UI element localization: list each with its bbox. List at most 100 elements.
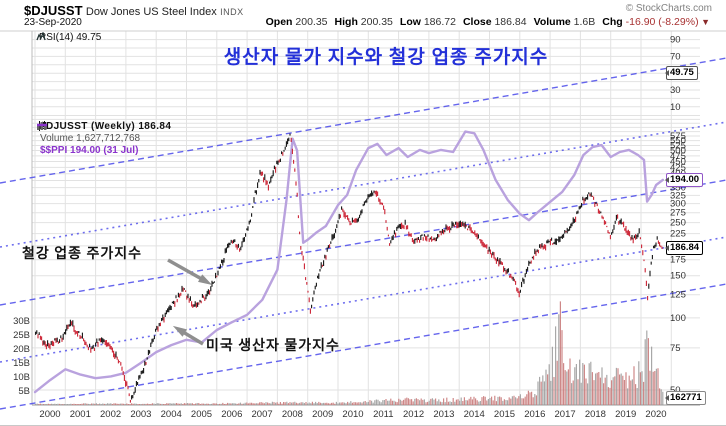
year-axis-tick: 2018 (585, 409, 606, 420)
quote-label: Chg (602, 16, 623, 28)
quote-value: 200.35 (292, 16, 328, 28)
price-axis-tick: 425 (670, 162, 686, 173)
volume-axis-tick: 30B (13, 316, 30, 327)
rsi-label-row: RSI(14) 49.75 (36, 32, 101, 43)
price-axis-tick: 50 (670, 385, 681, 396)
rsi-value-box: 49.75 (665, 66, 698, 80)
legend-volume-text: Volume 1,627,712,768 (40, 133, 141, 144)
year-axis-tick: 2013 (433, 409, 454, 420)
year-axis-tick: 2000 (39, 409, 60, 420)
chg-down-arrow-icon: ▼ (698, 17, 710, 27)
volume-axis-tick: 5B (18, 386, 30, 397)
year-axis-tick: 2011 (373, 409, 393, 420)
year-axis-tick: 2002 (100, 409, 121, 420)
last-price-box: 186.84 (664, 241, 704, 255)
volume-axis-tick: 15B (13, 358, 30, 369)
trendline-dotted (0, 236, 726, 363)
price-axis-tick: 175 (670, 255, 686, 266)
volume-axis-tick: 20B (13, 344, 30, 355)
rsi-label: RSI(14) 49.75 (39, 32, 102, 43)
volume-value-box: 162771 (665, 391, 706, 405)
year-axis-tick: 2016 (524, 409, 545, 420)
price-axis-tick: 475 (670, 151, 686, 162)
candles-up (35, 133, 658, 400)
ppi-value-box: 194.00 (664, 173, 704, 187)
year-axis-tick: 2019 (615, 409, 636, 420)
price-axis-tick: 150 (670, 271, 686, 282)
ppi-line-series (33, 130, 664, 394)
rsi-axis-tick: 70 (670, 51, 681, 62)
year-axis-tick: 2001 (70, 409, 91, 420)
year-axis-tick: 2014 (464, 409, 485, 420)
copyright: © StockCharts.com (625, 3, 712, 14)
quote-value: 186.72 (420, 16, 456, 28)
price-axis-tick: 575 (670, 131, 686, 142)
volume-bars-up (35, 314, 664, 405)
quote-label: High (334, 16, 358, 28)
quote-value: 186.84 (491, 16, 527, 28)
quote-value: -16.90 (-8.29%) (622, 16, 699, 28)
trendline-dotted (0, 121, 726, 248)
price-axis-tick: 225 (670, 229, 686, 240)
price-axis-tick: 250 (670, 218, 686, 229)
year-axis-tick: 2007 (252, 409, 273, 420)
symbol-name: Dow Jones US Steel Index (85, 6, 217, 18)
price-axis-tick: 300 (670, 199, 686, 210)
quote-label: Close (462, 16, 492, 28)
year-axis-tick: 2012 (403, 409, 424, 420)
rsi-axis-tick: 90 (670, 35, 681, 46)
price-axis-tick: 75 (670, 343, 681, 354)
annotation-ppi: 미국 생산자 물가지수 (206, 339, 340, 354)
annotation-steel-index: 철강 업종 주가지수 (22, 247, 143, 262)
ohlc-quote-strip: Open 200.35 High 200.35 Low 186.72 Close 18… (259, 16, 710, 28)
volume-axis-tick: 10B (13, 372, 30, 383)
year-axis-tick: 2005 (191, 409, 212, 420)
quote-value: 200.35 (357, 16, 393, 28)
legend-ppi-row: $$PPI 194.00 (31 Jul) (37, 123, 171, 157)
annotation-arrowhead (172, 325, 187, 337)
price-axis-tick: 525 (670, 140, 686, 151)
quote-value: 1.6B (570, 16, 596, 28)
year-axis-tick: 2009 (312, 409, 333, 420)
legend-price-text: $DJUSST (Weekly) 186.84 (40, 121, 172, 132)
price-axis-tick: 500 (670, 146, 686, 157)
year-axis-tick: 2004 (161, 409, 182, 420)
rsi-axis-tick: 10 (670, 102, 681, 113)
price-axis-tick: 550 (670, 136, 686, 147)
volume-bars-down (38, 301, 661, 405)
price-axis-tick: 350 (670, 183, 686, 194)
quote-label: Open (265, 16, 293, 28)
candles-down (37, 137, 663, 403)
year-axis-tick: 2017 (555, 409, 576, 420)
annotation-title: 생산자 물가 지수와 철강 업종 주가지수 (223, 47, 549, 68)
year-axis-tick: 2003 (130, 409, 151, 420)
legend-volume-row: Volume 1,627,712,768 (37, 122, 171, 145)
chart-legend: $DJUSST (Weekly) 186.84 Volume 1,627,712… (37, 121, 171, 157)
price-axis-tick: 325 (670, 190, 686, 201)
price-axis-tick: 100 (670, 313, 686, 324)
trendline-dashed (0, 179, 726, 306)
price-axis-tick: 450 (670, 156, 686, 167)
volume-axis-tick: 25B (13, 330, 30, 341)
chart-date: 23-Sep-2020 (24, 17, 82, 28)
year-axis-tick: 2020 (645, 409, 666, 420)
symbol-exchange: INDX (220, 7, 244, 17)
header-row: $DJUSST Dow Jones US Steel Index INDX (24, 3, 244, 18)
price-axis-tick: 275 (670, 208, 686, 219)
rsi-axis-tick: 30 (670, 85, 681, 96)
legend-price-row: $DJUSST (Weekly) 186.84 (37, 121, 171, 133)
quote-label: Low (399, 16, 421, 28)
trendline-dashed (0, 283, 726, 410)
price-axis-tick: 125 (670, 290, 686, 301)
quote-label: Volume (533, 16, 571, 28)
annotation-arrowhead (198, 274, 213, 285)
year-axis-tick: 2006 (221, 409, 242, 420)
trendline-dashed (0, 57, 726, 184)
year-axis-tick: 2010 (342, 409, 363, 420)
year-axis-tick: 2008 (282, 409, 303, 420)
year-axis-tick: 2015 (494, 409, 515, 420)
legend-ppi-text: $$PPI 194.00 (31 Jul) (40, 145, 139, 156)
symbol: $DJUSST (24, 3, 83, 18)
